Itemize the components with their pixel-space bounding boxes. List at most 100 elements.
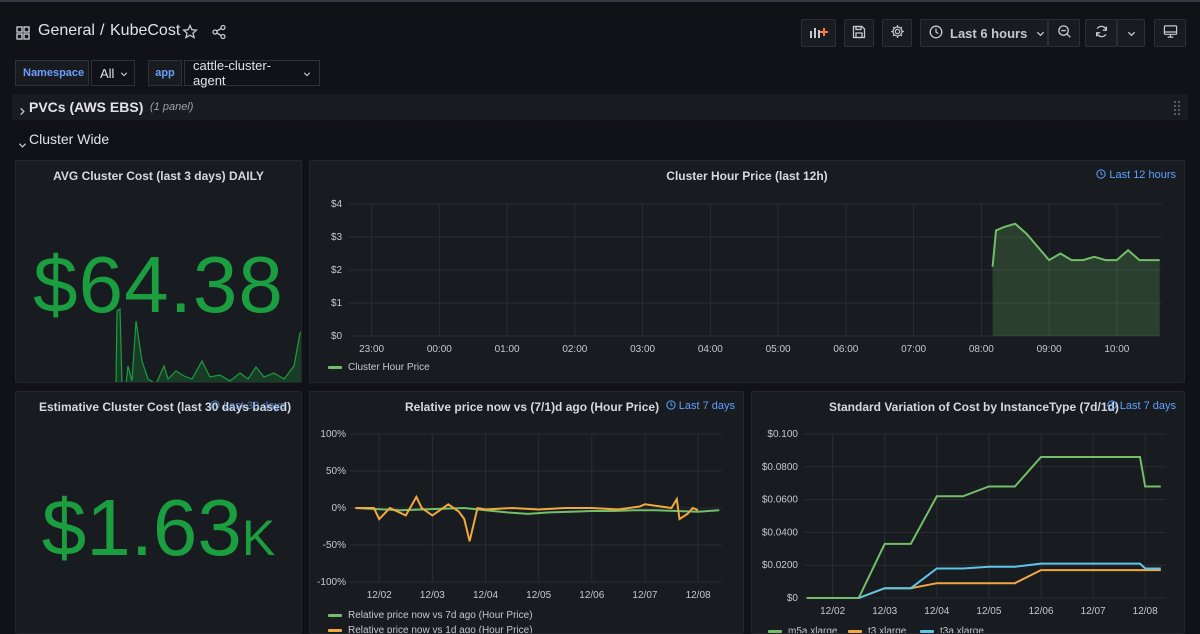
y-tick-label: $0.100 (767, 429, 798, 440)
legend-item[interactable]: m5a.xlarge (768, 626, 838, 634)
row-title-cluster-wide: Cluster Wide (29, 131, 110, 147)
x-tick-label: 05:00 (766, 344, 791, 355)
stat-value: $1.63 (41, 483, 242, 572)
star-icon[interactable] (181, 23, 199, 45)
variable-select-app[interactable]: cattle-cluster-agent (184, 58, 320, 88)
panel-title[interactable]: Standard Variation of Cost by InstanceTy… (829, 400, 1119, 414)
time-override-label: Last 12 hours (1109, 169, 1176, 181)
y-tick-label: $0.0400 (762, 527, 799, 538)
row-header-pvcs[interactable]: PVCs (AWS EBS) (1 panel) (12, 94, 1188, 120)
legend-item[interactable]: Relative price now vs 7d ago (Hour Price… (328, 610, 533, 621)
y-tick-label: $1 (331, 298, 343, 309)
time-picker-button[interactable]: Last 6 hours (920, 19, 1048, 47)
tv-mode-button[interactable] (1154, 19, 1186, 47)
save-icon (852, 25, 866, 42)
panel-title[interactable]: AVG Cluster Cost (last 3 days) DAILY (53, 169, 264, 183)
panel-avg-cluster-cost: AVG Cluster Cost (last 3 days) DAILY $64… (15, 160, 302, 383)
series-area (992, 223, 1160, 336)
legend-item[interactable]: Cluster Hour Price (328, 362, 430, 373)
clock-icon (1107, 400, 1120, 412)
x-tick-label: 12/06 (579, 590, 604, 601)
time-override-label: Last 7 days (678, 400, 735, 412)
stat-value: $64.38 (33, 240, 284, 329)
x-tick-label: 02:00 (562, 344, 587, 355)
y-tick-label: $3 (331, 232, 343, 243)
variable-select-namespace[interactable]: All (91, 60, 135, 86)
zoom-out-button[interactable] (1048, 19, 1080, 47)
panel-title[interactable]: Cluster Hour Price (last 12h) (666, 169, 828, 183)
legend-label: t3a.xlarge (940, 626, 984, 634)
chevron-down-icon (1036, 26, 1045, 41)
series-line (806, 456, 1161, 599)
x-tick-label: 03:00 (630, 344, 655, 355)
drag-handle-icon[interactable] (1172, 99, 1182, 120)
panel-std-variation: Standard Variation of Cost by InstanceTy… (751, 391, 1185, 634)
variable-label-namespace: Namespace (15, 60, 89, 86)
y-tick-label: $0.0800 (762, 462, 799, 473)
series-line (991, 222, 1160, 267)
chevron-down-icon (1127, 26, 1136, 41)
row-panel-count: (1 panel) (150, 101, 194, 113)
save-dashboard-button[interactable] (844, 19, 874, 47)
y-tick-label: $0 (331, 331, 343, 342)
legend-swatch (328, 629, 342, 632)
time-override-label: Last 30 days (223, 400, 286, 412)
legend-label: m5a.xlarge (788, 626, 838, 634)
panel-time-override[interactable]: Last 30 days (210, 400, 285, 412)
x-tick-label: 12/08 (1133, 606, 1158, 617)
clock-icon (666, 400, 679, 412)
legend-item[interactable]: t3.xlarge (848, 626, 906, 633)
x-tick-label: 08:00 (969, 344, 994, 355)
chevron-down-icon (120, 66, 128, 81)
dashboards-grid-icon[interactable] (16, 26, 30, 40)
panel-title[interactable]: Estimative Cluster Cost (last 30 days ba… (39, 400, 292, 414)
legend-swatch (848, 630, 862, 633)
legend-label: Relative price now vs 7d ago (Hour Price… (348, 610, 533, 621)
panel-time-override[interactable]: Last 12 hours (1096, 169, 1176, 181)
x-tick-label: 01:00 (495, 344, 520, 355)
legend-item[interactable]: t3a.xlarge (920, 626, 984, 634)
y-tick-label: -100% (317, 577, 346, 588)
y-tick-label: 0% (332, 503, 347, 514)
legend-label: Relative price now vs 1d ago (Hour Price… (348, 625, 533, 634)
panel-time-override[interactable]: Last 7 days (666, 400, 735, 412)
panel-relative-price: Relative price now vs (7/1)d ago (Hour P… (309, 391, 744, 634)
chart-cluster-hour-price: $0 $1 $2 $3 $4 23:00 00:00 01:00 02:00 03:00 04:00… (331, 199, 1162, 355)
clock-icon (929, 25, 943, 42)
variable-label-app: app (148, 60, 182, 86)
gear-icon (890, 24, 905, 42)
dashboard-header: General / KubeCost Last 6 hours (0, 0, 1200, 62)
x-tick-label: 12/03 (872, 606, 897, 617)
settings-button[interactable] (882, 19, 912, 47)
page-title[interactable]: KubeCost (110, 22, 181, 39)
stat-unit: K (241, 510, 276, 566)
x-tick-label: 12/07 (632, 590, 657, 601)
panel-estimative-cluster-cost: Estimative Cluster Cost (last 30 days ba… (15, 391, 302, 634)
x-tick-label: 12/04 (924, 606, 949, 617)
x-tick-label: 12/05 (976, 606, 1001, 617)
y-tick-label: 50% (326, 466, 346, 477)
panel-title[interactable]: Relative price now vs (7/1)d ago (Hour P… (405, 400, 660, 414)
stat-value-group: $1.63K (16, 488, 301, 591)
time-range-label: Last 6 hours (950, 25, 1028, 41)
sparkline-avg-cost (115, 307, 301, 382)
add-panel-button[interactable] (801, 19, 836, 47)
share-icon[interactable] (211, 24, 227, 45)
refresh-icon (1094, 24, 1109, 42)
x-tick-label: 09:00 (1037, 344, 1062, 355)
breadcrumb-separator: / (100, 22, 105, 39)
refresh-button[interactable] (1085, 19, 1117, 47)
x-tick-label: 10:00 (1104, 344, 1129, 355)
add-panel-icon (809, 25, 829, 42)
x-tick-label: 23:00 (359, 344, 384, 355)
legend-label: Cluster Hour Price (348, 362, 430, 373)
x-tick-label: 07:00 (901, 344, 926, 355)
refresh-interval-dropdown[interactable] (1117, 19, 1145, 47)
row-header-cluster-wide[interactable]: Cluster Wide (12, 128, 312, 150)
legend-swatch (768, 630, 782, 633)
breadcrumb-folder[interactable]: General (38, 22, 95, 39)
panel-time-override[interactable]: Last 7 days (1107, 400, 1176, 412)
variable-value: cattle-cluster-agent (193, 58, 272, 88)
x-tick-label: 12/06 (1028, 606, 1053, 617)
legend-item[interactable]: Relative price now vs 1d ago (Hour Price… (328, 625, 533, 634)
